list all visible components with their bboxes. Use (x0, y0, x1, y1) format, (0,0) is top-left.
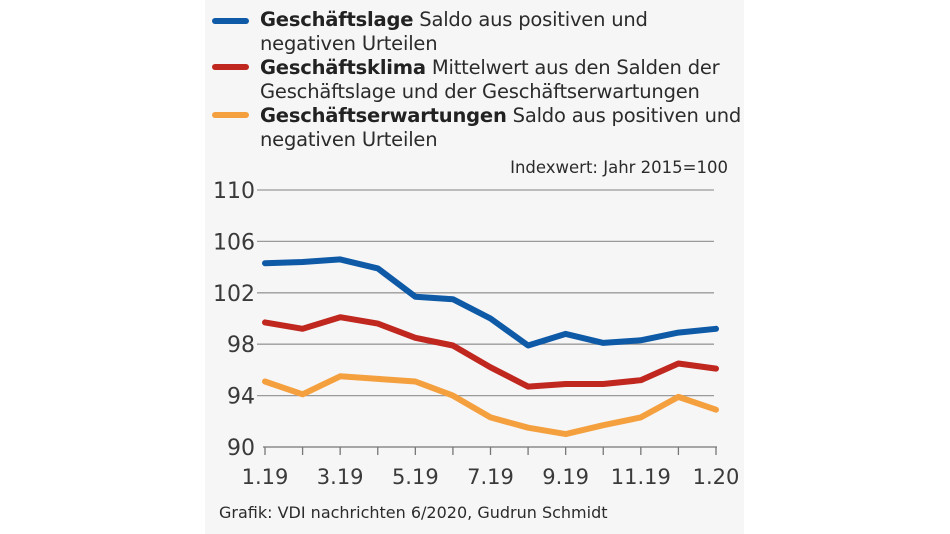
legend-swatch-geschaeftslage (212, 18, 249, 24)
x-tick-label: 3.19 (317, 465, 364, 489)
series-line-geschaeftsklima (262, 314, 719, 390)
x-tick-label: 1.20 (693, 465, 740, 489)
legend-desc-line2: negativen Urteilen (260, 128, 438, 151)
series-line-geschaeftserwartungen (262, 373, 719, 438)
legend-item-geschaeftserwartungen: Geschäftserwartungen Saldo aus positiven… (260, 104, 741, 152)
legend-item-geschaeftsklima: Geschäftsklima Mittelwert aus den Salden… (260, 56, 720, 104)
legend-desc-line2: negativen Urteilen (260, 32, 438, 55)
x-axis: 1.19 3.19 5.19 7.19 9.19 11.19 1.20 (242, 446, 740, 489)
y-tick-label: 106 (213, 230, 255, 255)
unit-note: Indexwert: Jahr 2015=100 (510, 158, 728, 177)
legend-item-geschaeftslage: Geschäftslage Saldo aus positiven und ne… (260, 8, 648, 56)
legend-desc: Saldo aus positiven und (413, 8, 648, 31)
legend-title: Geschäftserwartungen (260, 104, 507, 127)
x-tick-label: 1.19 (242, 465, 289, 489)
source-credit: Grafik: VDI nachrichten 6/2020, Gudrun S… (219, 503, 608, 522)
x-tick-label: 5.19 (392, 465, 439, 489)
x-tick-label: 7.19 (467, 465, 514, 489)
legend-desc: Mittelwert aus den Salden der (425, 56, 720, 79)
y-axis-ticks: 90 94 98 102 106 110 (213, 179, 255, 461)
legend-title: Geschäftsklima (260, 56, 426, 79)
y-tick-label: 90 (227, 436, 255, 461)
y-tick-label: 102 (213, 282, 255, 307)
legend-desc-line2: Geschäftslage und der Geschäftserwartung… (260, 80, 700, 103)
y-tick-label: 110 (213, 179, 255, 204)
legend-swatch-geschaeftsklima (212, 64, 249, 70)
y-tick-label: 98 (227, 333, 255, 358)
legend-desc: Saldo aus positiven und (506, 104, 742, 127)
y-tick-label: 94 (227, 385, 255, 410)
legend-swatch-geschaeftserwartungen (212, 112, 249, 118)
series-lines (262, 256, 719, 438)
x-tick-label: 11.19 (611, 465, 671, 489)
gridlines (257, 189, 714, 397)
chart-panel (205, 0, 744, 534)
x-tick-label: 9.19 (542, 465, 589, 489)
legend-title: Geschäftslage (260, 8, 414, 31)
series-line-geschaeftslage (262, 256, 719, 349)
